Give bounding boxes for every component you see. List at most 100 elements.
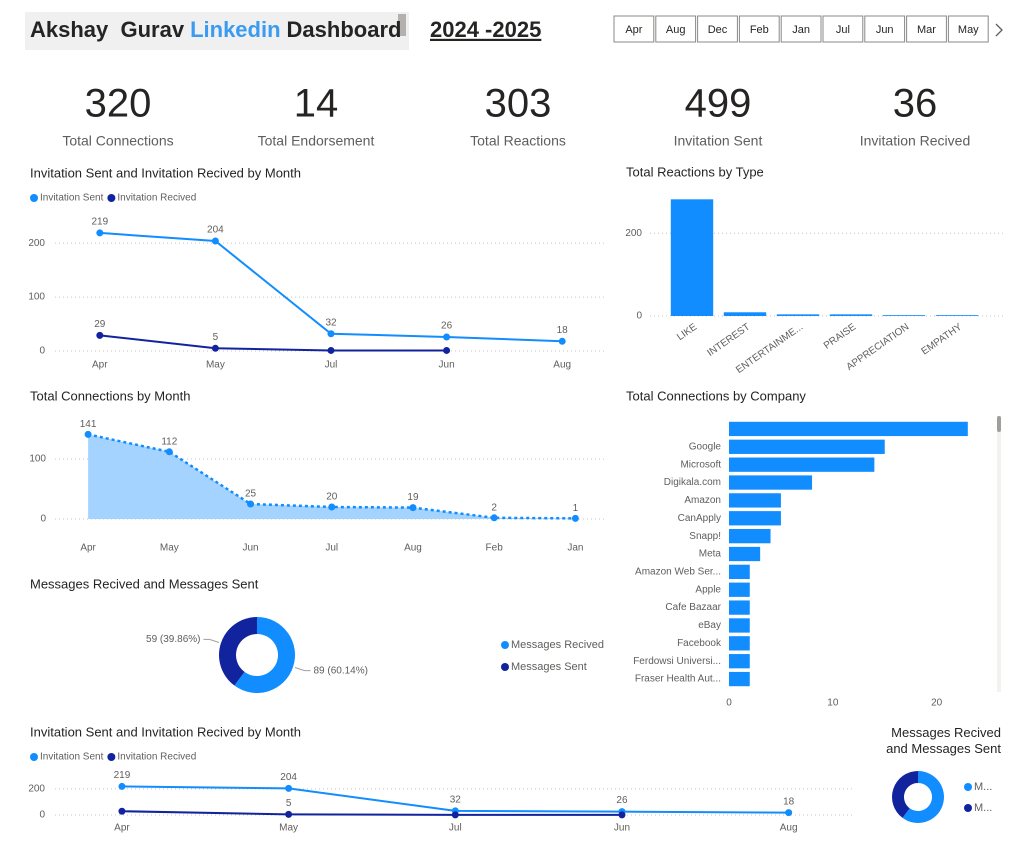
data-label: 19 [407,492,419,503]
header-accent [398,14,406,36]
bar [829,314,873,316]
slicer-button[interactable] [613,15,655,43]
bar [729,546,761,562]
data-point [247,500,255,508]
legend-label: Invitation Sent [40,193,104,204]
x-tick-label: 0 [726,698,732,709]
slicer-label[interactable]: Apr [625,24,642,36]
slicer-label[interactable]: Jan [792,24,810,36]
x-tick-label: May [279,823,298,834]
bar [670,199,714,316]
slicer-next[interactable] [995,23,1003,37]
data-label: 32 [325,317,337,328]
data-label: 5 [286,798,292,809]
kpi-value: 303 [485,82,552,126]
data-point [443,346,451,354]
x-tick-label: Jun [439,360,455,371]
bar [723,312,767,316]
x-tick-label: Aug [404,543,422,554]
kpi-value: 14 [294,82,339,126]
data-point [785,809,793,817]
leader-line [203,638,220,643]
x-tick-label: May [160,543,179,554]
data-point [618,811,626,819]
title-part: Akshay Gurav [30,17,185,42]
y-tick-label: 100 [29,454,46,465]
y-category-label: Meta [699,549,722,560]
leader-line [294,667,311,672]
x-tick-label: 10 [827,698,839,709]
data-label: 32 [450,794,462,805]
slicer-button[interactable] [906,15,947,43]
title-part: Linkedin [190,17,280,42]
slicer-label[interactable]: Feb [750,24,769,36]
data-label: 219 [114,770,131,781]
data-label: 26 [616,795,628,806]
slicer-label[interactable]: Jul [836,24,850,36]
legend-marker [501,641,509,649]
kpi-label: Total Endorsement [258,133,375,149]
bar [729,528,771,544]
header-title: Akshay Gurav Linkedin Dashboard [30,17,401,42]
bar [776,314,820,316]
bar [729,475,813,490]
donut-slice [219,617,257,686]
data-label: 18 [557,325,569,336]
y-tick-label: 0 [40,514,46,525]
data-label: 112 [161,436,177,447]
y-category-label: Snapp! [689,531,721,542]
area [88,434,576,519]
data-point [96,229,104,237]
y-category-label: CanApply [678,513,721,524]
y-category-label: Apple [695,584,721,595]
data-point [558,337,566,345]
slicer-label[interactable]: Aug [666,24,686,36]
kpi-value: 320 [85,82,152,126]
bar [729,654,750,669]
y-category-label: Facebook [677,638,722,649]
slicer-button[interactable] [947,15,989,43]
slicer-button[interactable] [822,15,864,43]
slicer-label[interactable]: May [958,24,979,36]
slicer-button[interactable] [738,15,780,43]
bar [729,511,781,526]
legend-label: M... [974,802,992,814]
slicer-label[interactable]: Dec [708,24,728,36]
bar [729,618,750,633]
data-point [571,514,579,522]
legend-marker [501,663,509,671]
x-tick-label: EMPATHY [920,321,965,357]
slicer-label[interactable]: Mar [917,24,936,36]
bar [729,600,750,615]
data-label: 20 [326,492,338,503]
bar [882,315,926,316]
scroll-thumb[interactable] [997,416,1001,432]
header-bg [25,12,409,50]
bar [729,582,750,597]
data-label: 89 (60.14%) [313,665,367,676]
slicer-button[interactable] [697,15,738,43]
chart-title: Invitation Sent and Invitation Recived b… [30,724,301,739]
data-point [285,810,293,818]
x-tick-label: Jul [449,823,462,834]
x-tick-label: Jun [242,543,258,554]
slicer-button[interactable] [655,15,697,43]
slicer-button[interactable] [780,15,822,43]
data-point [118,807,126,815]
bar [729,421,968,437]
title-part: Dashboard [287,17,402,42]
y-tick-label: 0 [636,311,642,322]
x-tick-label: May [206,360,225,371]
y-tick-label: 200 [28,238,45,249]
slicer-button[interactable] [864,15,906,43]
data-label: 204 [207,225,224,236]
scroll-track [997,416,1001,692]
bar [729,636,750,651]
donut-slice [902,771,944,823]
data-point [327,330,335,338]
x-tick-label: Jan [567,543,583,554]
slicer-label[interactable]: Jun [876,24,894,36]
legend-label: M... [974,781,992,793]
data-point [490,514,498,522]
legend-marker [964,804,972,812]
